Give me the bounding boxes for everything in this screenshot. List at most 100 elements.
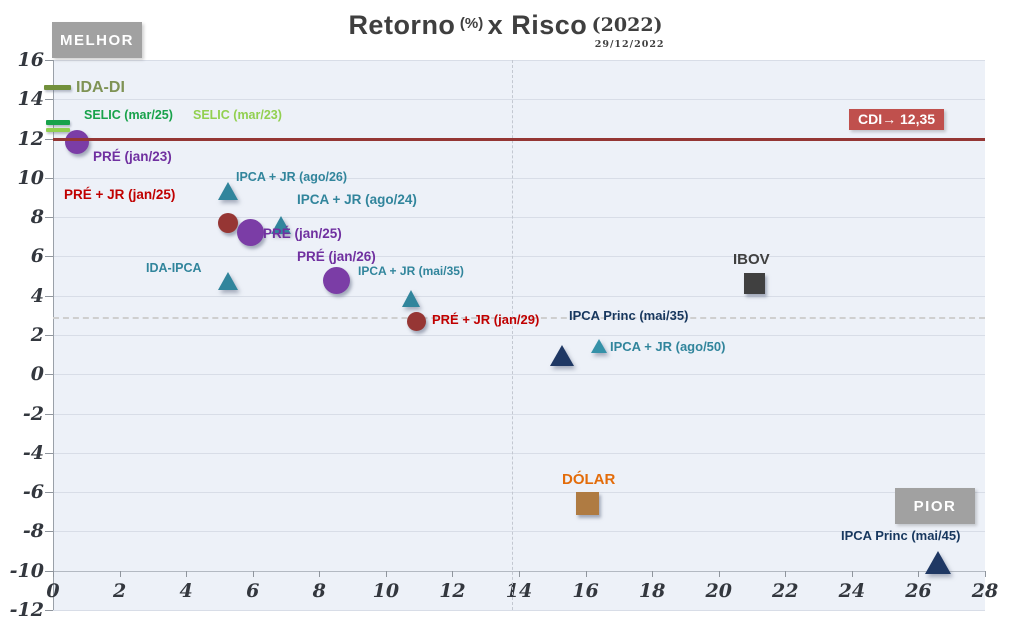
marker-ida-ipca [217, 271, 238, 290]
x-tick-label-6: 6 [246, 579, 260, 602]
y-tick-12 [45, 138, 53, 140]
x-tick-20 [718, 570, 720, 577]
marker-ipca-princ-mai-35 [549, 345, 574, 367]
label-ipca-princ-mai-45: IPCA Princ (mai/45) [841, 528, 961, 543]
gridline-y-0 [53, 374, 985, 376]
x-tick-label-10: 10 [372, 579, 400, 602]
y-tick-4 [45, 295, 53, 297]
label-ipca-jr-ago-26: IPCA + JR (ago/26) [236, 170, 348, 184]
melhor-badge-label: MELHOR [60, 31, 134, 49]
label-d-lar: DÓLAR [562, 471, 616, 488]
x-tick-label-24: 24 [838, 579, 866, 602]
y-tick-16 [45, 60, 53, 61]
y-tick--6 [45, 492, 53, 494]
marker-ipca-jr-mai-35 [402, 290, 421, 308]
x-tick-10 [385, 570, 387, 577]
chart-title: Retorno (%) x Risco (2022) 29/12/2022 [0, 10, 1011, 50]
pior-badge: PIOR [895, 488, 975, 524]
x-tick-18 [652, 570, 654, 577]
marker-selic-mar-23 [45, 128, 70, 133]
gridline-y--4 [53, 452, 985, 454]
label-pr-jan-25: PRÉ (jan/25) [263, 226, 342, 241]
x-tick-label-28: 28 [971, 579, 999, 602]
x-tick-6 [252, 570, 254, 577]
cdi-value-label: CDI→ 12,35 [858, 111, 936, 127]
y-axis-line [53, 60, 54, 610]
y-tick-6 [45, 256, 53, 258]
y-tick--10 [45, 570, 53, 572]
gridline-y-16 [53, 60, 985, 61]
y-tick-14 [45, 99, 53, 101]
label-selic-mar-23: SELIC (mar/23) [193, 108, 282, 122]
title-year: (2022) [591, 14, 663, 36]
marker-ipca-jr-ago-50 [590, 338, 607, 353]
y-tick-label-2: 2 [30, 324, 44, 346]
label-ipca-jr-ago-50: IPCA + JR (ago/50) [610, 339, 726, 354]
y-tick--12 [45, 610, 53, 611]
marker-ipca-jr-ago-24 [271, 216, 292, 234]
label-ibov: IBOV [733, 251, 770, 268]
title-percent: (%) [459, 15, 484, 32]
y-tick-label-4: 4 [30, 284, 44, 307]
x-tick-label-26: 26 [905, 579, 932, 602]
x-tick-14 [519, 570, 520, 577]
x-tick-26 [918, 570, 920, 577]
x-tick-label-22: 22 [772, 579, 799, 602]
label-ipca-jr-mai-35: IPCA + JR (mai/35) [358, 264, 464, 278]
label-selic-mar-25: SELIC (mar/25) [84, 108, 173, 122]
y-tick-label--2: -2 [22, 402, 44, 425]
label-ipca-princ-mai-35: IPCA Princ (mai/35) [569, 308, 689, 323]
marker-selic-mar-25 [45, 120, 70, 126]
x-tick-2 [119, 570, 121, 577]
x-tick-label-14: 14 [505, 579, 533, 602]
gridline-y-2 [53, 335, 985, 336]
x-tick-label-12: 12 [439, 579, 466, 602]
pior-badge-label: PIOR [913, 497, 957, 515]
y-tick--8 [45, 531, 53, 533]
marker-d-lar [576, 492, 600, 516]
y-tick-label-12: 12 [17, 127, 44, 150]
melhor-badge: MELHOR [52, 22, 142, 58]
title-main: Retorno [348, 10, 456, 40]
dashed-vertical-line [512, 60, 514, 610]
y-tick--4 [45, 452, 53, 454]
label-ida-di: IDA-DI [76, 79, 125, 96]
cdi-reference-line [53, 137, 985, 141]
y-tick-0 [45, 374, 53, 376]
y-tick-label--10: -10 [9, 559, 44, 582]
gridline-y--6 [53, 492, 985, 494]
y-tick-label--6: -6 [22, 481, 44, 504]
x-tick-12 [452, 570, 454, 577]
x-tick-label-18: 18 [638, 579, 666, 602]
x-tick-0 [53, 570, 54, 577]
x-tick-24 [851, 570, 853, 577]
marker-ipca-jr-ago-26 [217, 181, 238, 200]
y-tick-label-16: 16 [17, 49, 44, 71]
label-pr-jan-23: PRÉ (jan/23) [93, 149, 172, 164]
marker-pr-jan-26 [323, 266, 351, 294]
y-tick-label-0: 0 [30, 363, 44, 386]
y-tick-label-14: 14 [17, 88, 44, 111]
y-tick-10 [45, 177, 53, 179]
gridline-y--2 [53, 413, 985, 415]
label-pr-jr-jan-29: PRÉ + JR (jan/29) [432, 312, 540, 327]
marker-ipca-princ-mai-45 [924, 551, 951, 575]
x-tick-label-8: 8 [312, 579, 326, 602]
label-ida-ipca: IDA-IPCA [146, 261, 202, 275]
x-tick-8 [319, 570, 321, 577]
label-pr-jan-26: PRÉ (jan/26) [297, 249, 376, 264]
x-tick-22 [785, 570, 787, 577]
x-tick-label-0: 0 [46, 579, 60, 602]
marker-pr-jan-25 [236, 219, 264, 247]
x-tick-label-20: 20 [705, 579, 732, 602]
y-tick-label--12: -12 [9, 599, 44, 621]
gridline-y--12 [53, 610, 985, 611]
label-ipca-jr-ago-24: IPCA + JR (ago/24) [297, 192, 417, 207]
marker-pr-jr-jan-29 [407, 311, 427, 331]
marker-ibov [744, 273, 766, 295]
y-tick-8 [45, 217, 53, 219]
x-tick-label-4: 4 [179, 579, 193, 602]
y-tick--2 [45, 413, 53, 415]
cdi-value-box: CDI→ 12,35 [849, 109, 945, 130]
x-tick-4 [186, 570, 188, 577]
